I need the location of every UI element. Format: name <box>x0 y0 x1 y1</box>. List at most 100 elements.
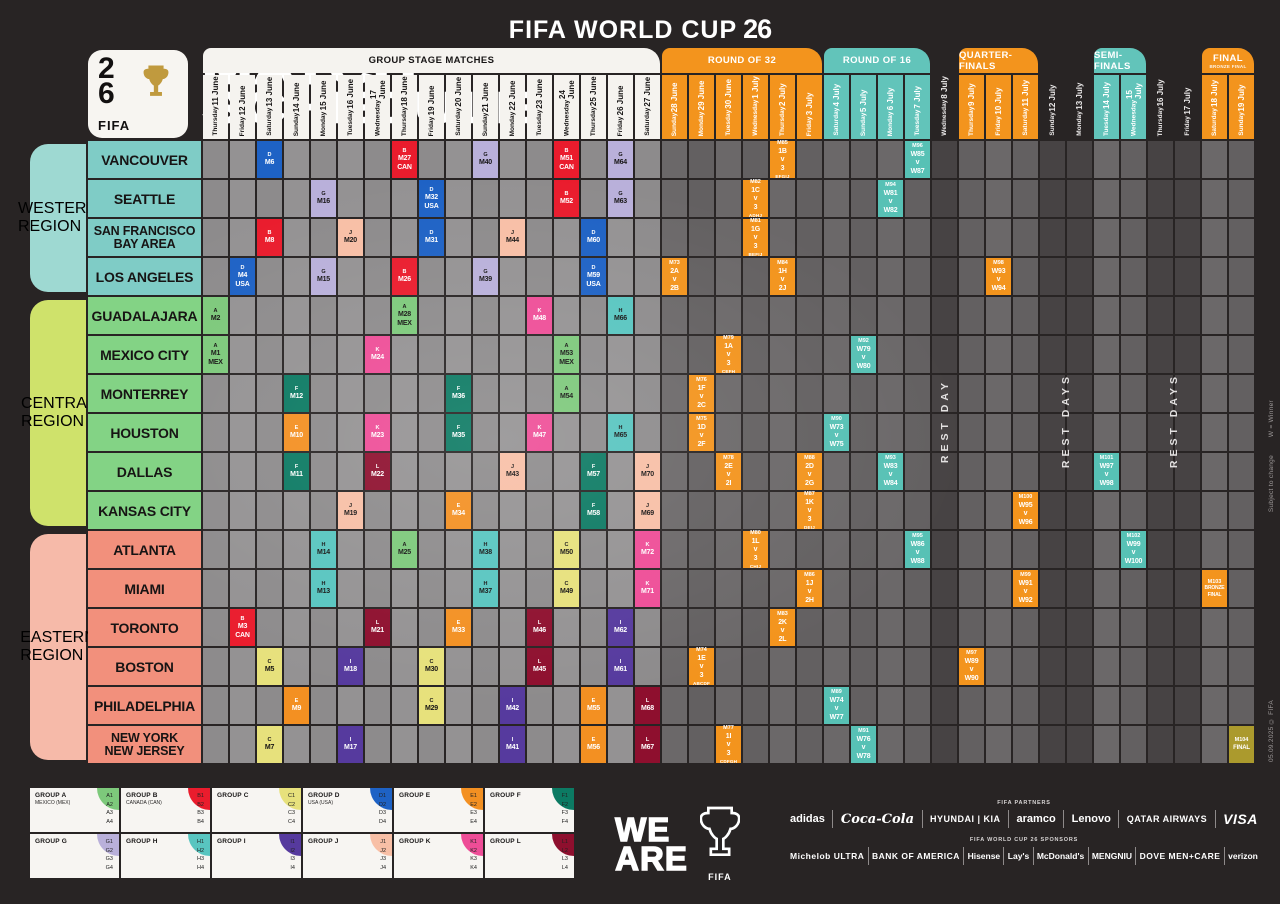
grid-cell <box>554 492 579 529</box>
date-cell-text-13: Tuesday 23 June <box>535 79 544 136</box>
match-cell-m24: K M24 <box>365 336 390 373</box>
match-cell-top-label: M78 <box>723 455 734 462</box>
date-number: 15 July <box>1124 82 1143 99</box>
rest-label-text: REST DAY <box>938 378 951 464</box>
date-cell-30: Friday 10 July <box>986 75 1011 139</box>
match-cell-m52: B M52 <box>554 180 579 217</box>
match-cell-m61: I M61 <box>608 648 633 685</box>
match-cell-top-label: M100 <box>1018 494 1033 501</box>
grid-cell <box>311 297 336 334</box>
match-cell-line: M49 <box>559 588 574 596</box>
date-day: Monday <box>887 111 894 136</box>
match-cell-line: W92 <box>1018 597 1033 605</box>
date-number: 1 July <box>751 76 760 99</box>
sponsor-logo-mcdonald-s: McDonald's <box>1036 851 1085 861</box>
grid-cell <box>338 297 363 334</box>
grid-cell <box>608 336 633 373</box>
date-cell-text-11: Sunday 21 June <box>481 82 490 136</box>
legend-group-name: GROUP B <box>126 792 158 799</box>
grid-cell <box>392 453 417 490</box>
grid-cell <box>230 648 255 685</box>
match-cell-line: 1H <box>778 267 787 275</box>
grid-cell <box>878 297 903 334</box>
grid-cell <box>662 570 687 607</box>
grid-cell <box>1013 414 1038 451</box>
grid-cell <box>230 414 255 451</box>
grid-cell <box>338 687 363 724</box>
grid-cell <box>1175 414 1200 451</box>
grid-cell <box>1175 687 1200 724</box>
grid-cell <box>851 531 876 568</box>
grid-cell <box>1067 219 1092 256</box>
grid-cell <box>581 648 606 685</box>
grid-cell <box>1121 414 1146 451</box>
match-cell-line: USA <box>424 202 439 210</box>
grid-cell <box>689 609 714 646</box>
grid-cell <box>473 297 498 334</box>
match-cell-line: M20 <box>343 237 358 245</box>
stage-bar-label-r32: ROUND OF 32 <box>707 55 777 66</box>
match-cell-top-label: M96 <box>912 143 923 150</box>
grid-cell <box>851 648 876 685</box>
grid-cell <box>1175 258 1200 295</box>
grid-cell <box>500 648 525 685</box>
date-day: Saturday <box>1022 108 1029 136</box>
match-cell-top-label: J <box>348 502 353 509</box>
date-number: 3 July <box>805 92 814 116</box>
grid-cell <box>338 570 363 607</box>
legend-card-group-i: GROUP I I1 I2 I3 I4 <box>212 834 301 878</box>
sponsor-logo-lay-s: Lay's <box>1007 851 1030 861</box>
grid-cell <box>284 258 309 295</box>
match-cell-line: M35 <box>451 432 466 440</box>
match-cell-m22: L M22 <box>365 453 390 490</box>
match-cell-top-label: M74 <box>696 647 707 654</box>
date-number: 21 June <box>481 81 490 112</box>
legend-slot: F2 <box>561 801 568 808</box>
legend-card-group-l: GROUP L L1 L2 L3 L4 <box>485 834 574 878</box>
grid-cell <box>824 258 849 295</box>
match-cell-top-label: K <box>645 580 650 587</box>
grid-cell <box>1067 609 1092 646</box>
match-cell-line: M8 <box>264 237 275 245</box>
grid-cell <box>905 414 930 451</box>
grid-cell <box>986 414 1011 451</box>
match-cell-line: v <box>726 741 731 749</box>
match-cell-line: M26 <box>397 276 412 284</box>
grid-cell <box>959 531 984 568</box>
match-cell-m98: M98 W93 v W94 <box>986 258 1011 295</box>
grid-cell <box>1121 453 1146 490</box>
grid-cell <box>689 453 714 490</box>
city-label-line: HOUSTON <box>110 424 179 441</box>
date-day: Sunday <box>482 112 489 136</box>
legend-slot: C4 <box>287 818 295 825</box>
legend-slot: E1 <box>470 793 477 799</box>
match-cell-top-label: J <box>510 463 515 470</box>
grid-cell <box>1229 219 1254 256</box>
date-number: 6 July <box>886 87 895 111</box>
match-cell-line: M53 <box>559 350 574 358</box>
match-cell-top-label: D <box>267 151 272 158</box>
grid-cell <box>230 453 255 490</box>
grid-cell <box>419 726 444 763</box>
match-cell-top-label: E <box>294 697 299 704</box>
grid-cell <box>473 726 498 763</box>
date-day: Monday <box>320 111 327 136</box>
partners-label: FIFA PARTNERS <box>997 800 1051 806</box>
match-cell-line: 1A <box>724 342 733 350</box>
grid-cell <box>500 492 525 529</box>
match-cell-line: MEX <box>397 319 412 327</box>
grid-cell <box>959 609 984 646</box>
grid-cell <box>1067 648 1092 685</box>
grid-cell <box>878 258 903 295</box>
grid-cell <box>1175 219 1200 256</box>
match-cell-line: CEFH <box>721 368 736 374</box>
trophy-outline-icon <box>699 806 740 856</box>
partner-logo-hyundai-kia: HYUNDAI | KIA <box>930 813 1001 824</box>
grid-cell <box>905 453 930 490</box>
grid-cell <box>770 297 795 334</box>
match-cell-line: W86 <box>910 540 925 548</box>
date-day: Thursday <box>212 106 219 136</box>
grid-cell <box>1067 531 1092 568</box>
grid-cell <box>1148 609 1173 646</box>
date-day: Tuesday <box>725 110 732 136</box>
